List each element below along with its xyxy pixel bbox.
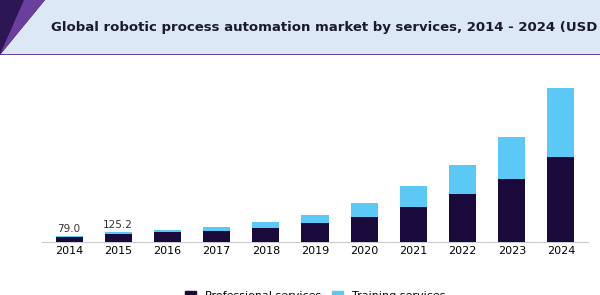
Polygon shape (0, 0, 45, 55)
Bar (350, 204, 378, 217)
Bar (547, 157, 574, 242)
Bar (449, 165, 476, 194)
Bar (547, 88, 574, 157)
Bar (350, 217, 378, 242)
Text: 125.2: 125.2 (103, 220, 133, 230)
Bar (252, 222, 280, 228)
Bar (498, 179, 525, 242)
Text: Global robotic process automation market by services, 2014 - 2024 (USD Million): Global robotic process automation market… (51, 21, 600, 34)
Bar (400, 206, 427, 242)
Bar (154, 232, 181, 242)
Bar (203, 230, 230, 242)
Bar (400, 186, 427, 206)
Bar (301, 215, 329, 223)
Legend: Professional services, Training services: Professional services, Training services (180, 286, 450, 295)
Bar (154, 230, 181, 232)
Bar (56, 237, 83, 242)
Bar (105, 234, 132, 242)
Polygon shape (0, 0, 45, 55)
Bar (449, 194, 476, 242)
Bar (301, 223, 329, 242)
Bar (498, 137, 525, 179)
Bar (105, 232, 132, 234)
Bar (203, 227, 230, 230)
Bar (252, 228, 280, 242)
Bar (56, 236, 83, 237)
Text: 79.0: 79.0 (58, 224, 80, 234)
